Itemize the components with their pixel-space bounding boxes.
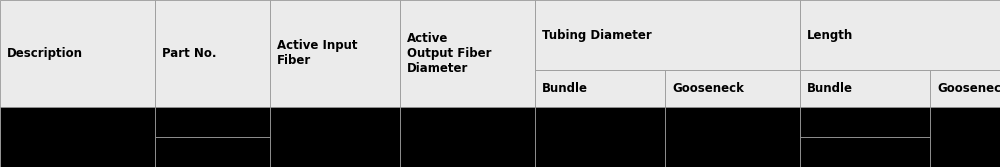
Bar — [665, 70, 800, 107]
Bar — [155, 107, 270, 137]
Text: Gooseneck: Gooseneck — [672, 82, 744, 95]
Text: Active Input
Fiber: Active Input Fiber — [277, 39, 358, 67]
Bar — [930, 70, 1000, 107]
Text: Bundle: Bundle — [807, 82, 853, 95]
Bar — [0, 0, 155, 107]
Text: Part No.: Part No. — [162, 47, 216, 60]
Bar — [800, 137, 930, 167]
Bar — [0, 107, 155, 167]
Bar — [400, 107, 535, 167]
Bar — [155, 0, 270, 107]
Bar — [270, 107, 400, 167]
Bar — [930, 107, 1000, 167]
Text: Description: Description — [7, 47, 83, 60]
Bar — [665, 107, 800, 167]
Text: Active
Output Fiber
Diameter: Active Output Fiber Diameter — [407, 32, 492, 75]
Bar — [535, 70, 665, 107]
Bar — [400, 0, 535, 107]
Bar — [535, 107, 665, 167]
Text: Tubing Diameter: Tubing Diameter — [542, 29, 652, 42]
Text: Bundle: Bundle — [542, 82, 588, 95]
Bar — [270, 0, 400, 107]
Text: Gooseneck: Gooseneck — [937, 82, 1000, 95]
Bar — [155, 137, 270, 167]
Text: Length: Length — [807, 29, 853, 42]
Bar — [800, 70, 930, 107]
Bar — [800, 107, 930, 137]
Bar — [535, 0, 800, 70]
Bar — [800, 0, 1000, 70]
